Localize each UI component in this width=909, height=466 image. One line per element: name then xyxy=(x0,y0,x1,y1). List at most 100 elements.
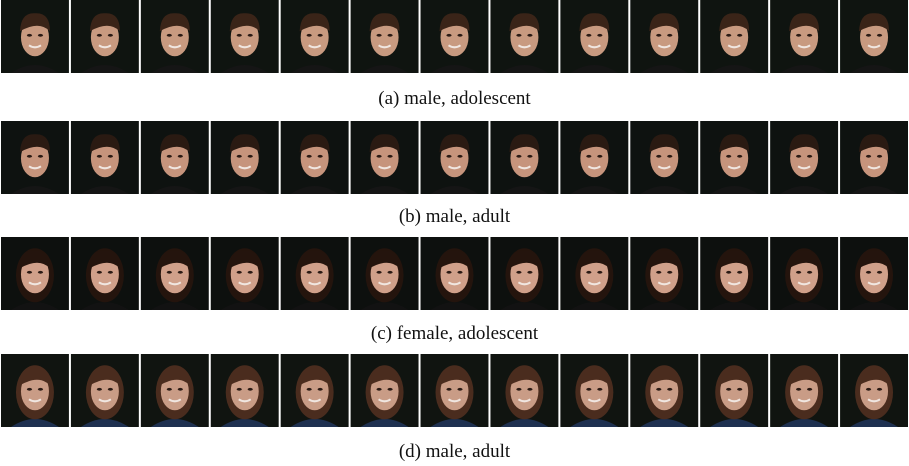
eye xyxy=(167,388,172,391)
face-image xyxy=(71,354,139,427)
eye xyxy=(167,34,172,37)
caption: (a) male, adolescent xyxy=(378,88,531,109)
eye xyxy=(248,155,253,158)
eye xyxy=(656,271,661,274)
eye xyxy=(597,34,602,37)
eye xyxy=(178,388,183,391)
eye xyxy=(726,155,731,158)
face-image xyxy=(770,237,838,310)
face-image xyxy=(71,237,139,310)
eye xyxy=(237,388,242,391)
face-image xyxy=(840,0,908,73)
eye xyxy=(457,34,462,37)
face-strip xyxy=(1,0,908,73)
eye xyxy=(27,271,32,274)
face-image xyxy=(840,121,908,194)
eye xyxy=(877,34,882,37)
eye xyxy=(877,388,882,391)
face-image xyxy=(351,0,419,73)
eye xyxy=(597,388,602,391)
eye xyxy=(248,271,253,274)
figure: (a) male, adolescent (b) male, adult (c)… xyxy=(0,0,909,466)
eye xyxy=(108,155,113,158)
face-image xyxy=(560,354,628,427)
eye xyxy=(376,34,381,37)
eye xyxy=(796,34,801,37)
eye xyxy=(597,271,602,274)
eye xyxy=(726,271,731,274)
face-image xyxy=(770,121,838,194)
eye xyxy=(97,271,102,274)
eye xyxy=(737,271,742,274)
eye xyxy=(318,388,323,391)
eye xyxy=(667,155,672,158)
eye xyxy=(97,155,102,158)
face-image xyxy=(630,237,698,310)
face-image xyxy=(630,354,698,427)
face-image xyxy=(211,354,279,427)
face-image xyxy=(700,0,768,73)
eye xyxy=(97,34,102,37)
face-image xyxy=(490,0,558,73)
face-image xyxy=(490,121,558,194)
eye xyxy=(446,155,451,158)
face-strip xyxy=(1,354,908,427)
face-image xyxy=(211,0,279,73)
face-image xyxy=(630,0,698,73)
eye xyxy=(516,271,521,274)
face-image xyxy=(1,354,69,427)
eye xyxy=(667,34,672,37)
eye xyxy=(726,388,731,391)
eye xyxy=(527,155,532,158)
eye xyxy=(318,271,323,274)
face-image xyxy=(351,237,419,310)
eye xyxy=(108,388,113,391)
eye xyxy=(38,34,43,37)
eye xyxy=(307,388,312,391)
eye xyxy=(796,271,801,274)
eye xyxy=(737,388,742,391)
eye xyxy=(866,388,871,391)
eye xyxy=(446,388,451,391)
eye xyxy=(97,388,102,391)
eye xyxy=(38,271,43,274)
eye xyxy=(527,388,532,391)
eye xyxy=(457,271,462,274)
eye xyxy=(248,388,253,391)
face-image xyxy=(700,237,768,310)
face-image xyxy=(490,354,558,427)
face-image xyxy=(560,121,628,194)
eye xyxy=(307,155,312,158)
eye xyxy=(807,388,812,391)
eye xyxy=(796,155,801,158)
eye xyxy=(318,155,323,158)
face-image xyxy=(770,0,838,73)
eye xyxy=(27,34,32,37)
face-image xyxy=(421,121,489,194)
face-image xyxy=(1,237,69,310)
eye xyxy=(387,271,392,274)
face-image xyxy=(700,354,768,427)
eye xyxy=(27,155,32,158)
eye xyxy=(38,155,43,158)
eye xyxy=(726,34,731,37)
face-strip xyxy=(1,237,908,310)
eye xyxy=(178,271,183,274)
eye xyxy=(597,155,602,158)
face-image xyxy=(281,354,349,427)
eye xyxy=(866,155,871,158)
eye xyxy=(656,388,661,391)
eye xyxy=(667,388,672,391)
eye xyxy=(446,34,451,37)
face-image xyxy=(281,237,349,310)
eye xyxy=(807,155,812,158)
face-image xyxy=(351,354,419,427)
face-image xyxy=(141,121,209,194)
eye xyxy=(737,155,742,158)
face-image xyxy=(630,121,698,194)
face-image xyxy=(840,354,908,427)
eye xyxy=(656,155,661,158)
eye xyxy=(866,34,871,37)
eye xyxy=(457,155,462,158)
eye xyxy=(307,271,312,274)
